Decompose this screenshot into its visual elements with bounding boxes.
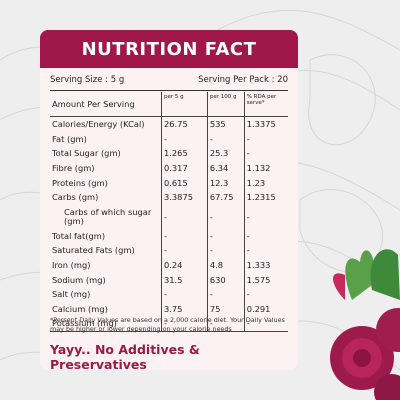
- nutrient-value: 75: [206, 301, 245, 317]
- nutrient-value: 1.2315: [243, 189, 288, 205]
- nutrient-name: Sodium (mg): [52, 274, 106, 285]
- nutrient-value: 6.34: [206, 160, 245, 176]
- nutrient-value: 12.3: [206, 175, 245, 190]
- nutrient-value: 0.24: [160, 257, 208, 273]
- nutrient-value: 3.3875: [160, 189, 208, 205]
- nutrient-value: 25.3: [206, 146, 245, 161]
- table-row: Carbs (gm) 3.3875 67.75 1.2315: [50, 189, 288, 205]
- footnote: *Persent Daily Values are based on a 2,0…: [50, 316, 285, 333]
- nutrient-value: 1.3375: [243, 116, 288, 132]
- table-row: Salt (mg) - - -: [50, 286, 288, 302]
- nutrient-value: 26.75: [160, 116, 208, 132]
- nutrient-value: -: [206, 286, 245, 302]
- nutrient-value: -: [243, 228, 288, 244]
- nutrient-name: Total fat(gm): [52, 230, 106, 241]
- nutrient-value: 1.265: [160, 146, 208, 161]
- nutrient-value: -: [243, 131, 288, 147]
- nutrient-name: Total Sugar (gm): [52, 148, 121, 159]
- nutrient-name: Carbs of which sugar (gm): [64, 206, 152, 226]
- table-row: Total Sugar (gm) 1.265 25.3-: [50, 146, 288, 161]
- nutrient-value: 1.23: [243, 175, 288, 190]
- nutrient-value: -: [206, 316, 245, 332]
- table-row: Saturated Fats (gm) - - -: [50, 243, 288, 258]
- nutrient-value: 4.8: [206, 257, 245, 273]
- nutrient-name: Saturated Fats (gm): [52, 245, 135, 256]
- nutrient-value: 3.75: [160, 301, 208, 317]
- tagline: Yayy.. No Additives & Preservatives: [50, 342, 200, 370]
- table-row: Fat (gm) - - -: [50, 131, 288, 147]
- nutrient-value: 630: [206, 272, 245, 287]
- nutrient-value: 0.317: [160, 160, 208, 176]
- nutrient-name: Proteins (gm): [52, 177, 108, 188]
- nutrient-name: Carbs (gm): [52, 192, 99, 203]
- nutrient-value: 31.5: [160, 272, 208, 287]
- nutrient-value: 1.333: [243, 257, 288, 273]
- nutrient-name: Fat (gm): [52, 133, 87, 144]
- serving-size: Serving Size : 5 g: [50, 75, 125, 85]
- nutrient-name: Potassium (mg): [50, 316, 162, 332]
- nutrient-name: Calcium (mg): [52, 303, 108, 314]
- nutrient-value: -: [160, 228, 208, 244]
- nutrition-table: Amount Per Serving per 5 g per 100 g% RDA …: [50, 92, 288, 332]
- nutrient-value: -: [160, 204, 208, 229]
- nutrient-value: -: [206, 204, 245, 229]
- table-row: Iron (mg) 0.24 4.8 1.333: [50, 257, 288, 273]
- nutrient-value: -: [160, 243, 208, 258]
- nutrient-value: -: [243, 243, 288, 258]
- nutrient-value: -: [206, 228, 245, 244]
- nutrient-value: -: [243, 286, 288, 302]
- nutrient-value: 0.615: [160, 175, 208, 190]
- serving-row: Serving Size : 5 g Serving Per Pack : 20: [50, 70, 288, 91]
- nutrient-value: 535: [206, 116, 245, 132]
- nutrient-value: 0.291: [243, 301, 288, 317]
- nutrient-value: -: [206, 243, 245, 258]
- table-row: Potassium (mg) - - -: [50, 316, 288, 332]
- table-row: Calcium (mg) 3.75 75 0.291: [50, 301, 288, 317]
- table-row: Carbs of which sugar (gm) - - -: [50, 204, 288, 229]
- nutrient-value: -: [160, 286, 208, 302]
- nutrient-name: Iron (mg): [52, 260, 91, 271]
- nutrient-name: Calories/Energy (KCal): [52, 119, 145, 130]
- nutrient-value: 1.132: [243, 160, 288, 176]
- nutrition-card: NUTRITION FACT Serving Size : 5 g Servin…: [40, 30, 298, 370]
- nutrient-value: 67.75: [206, 189, 245, 205]
- nutrient-name: Salt (mg): [52, 289, 91, 300]
- table-row: Fibre (gm) 0.317 6.34 1.132: [50, 160, 288, 176]
- title: NUTRITION FACT: [40, 30, 298, 68]
- nutrient-value: -: [160, 316, 208, 332]
- table-row: Calories/Energy (KCal) 26.75 535 1.3375: [50, 116, 288, 132]
- nutrient-value: -: [243, 146, 288, 161]
- table-header: Amount Per Serving per 5 g per 100 g% RDA …: [50, 92, 288, 117]
- column-header: % RDA per serve*: [243, 92, 288, 117]
- table-row: Sodium (mg) 31.5 630 1.575: [50, 272, 288, 287]
- column-header: per 100 g: [206, 92, 245, 117]
- nutrient-value: -: [160, 131, 208, 147]
- nutrient-value: 1.575: [243, 272, 288, 287]
- table-row: Proteins (gm) 0.615 12.3 1.23: [50, 175, 288, 190]
- column-header: per 5 g: [160, 92, 208, 117]
- nutrient-name: Fibre (gm): [52, 163, 95, 174]
- nutrient-value: -: [206, 131, 245, 147]
- serving-per-pack: Serving Per Pack : 20: [198, 75, 288, 85]
- table-row: Total fat(gm) - - -: [50, 228, 288, 244]
- nutrient-value: -: [243, 204, 288, 229]
- nutrient-value: -: [243, 316, 288, 332]
- column-header: Amount Per Serving: [50, 92, 162, 117]
